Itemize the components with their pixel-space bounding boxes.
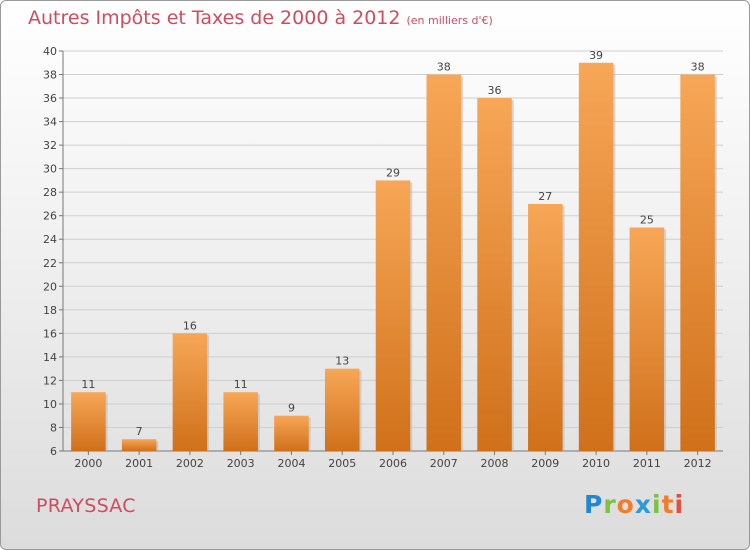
bar-value-label: 38 (691, 61, 705, 74)
x-tick-label: 2006 (379, 457, 407, 470)
y-tick-label: 14 (43, 351, 57, 364)
chart-unit: (en milliers d'€) (406, 14, 493, 27)
y-tick-label: 30 (43, 163, 57, 176)
y-tick-label: 18 (43, 304, 57, 317)
proxiti-logo: Proxiti (584, 490, 685, 519)
y-tick-label: 16 (43, 327, 57, 340)
bar-value-label: 27 (538, 190, 552, 203)
bar (274, 415, 309, 451)
y-tick-label: 24 (43, 233, 57, 246)
chart-title-text: Autres Impôts et Taxes de 2000 à 2012 (28, 7, 401, 29)
bar-value-label: 7 (136, 425, 143, 438)
y-tick-label: 38 (43, 69, 57, 82)
x-tick-label: 2005 (328, 457, 356, 470)
bar-value-label: 9 (288, 402, 295, 415)
x-tick-label: 2007 (430, 457, 458, 470)
y-tick-label: 32 (43, 139, 57, 152)
bar-value-label: 11 (81, 378, 95, 391)
x-tick-label: 2000 (74, 457, 102, 470)
bar-value-label: 11 (234, 378, 248, 391)
bar (71, 392, 106, 451)
place-name: PRAYSSAC (36, 495, 136, 517)
bar-value-label: 16 (183, 319, 197, 332)
y-tick-label: 36 (43, 92, 57, 105)
x-tick-label: 2012 (684, 457, 712, 470)
bar (324, 368, 360, 451)
bars (71, 62, 717, 452)
y-tick-label: 8 (50, 421, 57, 434)
y-tick-label: 34 (43, 116, 57, 129)
x-tick-label: 2001 (125, 457, 153, 470)
labels: 6 8 10 12 14 16 18 20 22 24 26 28 30 32 34 36 38 40 11 2000… (43, 45, 712, 470)
x-tick-label: 2004 (277, 457, 305, 470)
bar (426, 74, 462, 451)
bar (223, 392, 258, 451)
x-tick-label: 2010 (582, 457, 610, 470)
x-tick-label: 2008 (481, 457, 509, 470)
bar-value-label: 36 (488, 84, 502, 97)
x-tick-label: 2002 (176, 457, 204, 470)
x-tick-label: 2003 (227, 457, 255, 470)
bar (375, 180, 411, 452)
bar (477, 98, 512, 451)
y-tick-label: 10 (43, 398, 57, 411)
bar (528, 203, 563, 451)
bar (172, 333, 208, 451)
bar-value-label: 38 (437, 61, 451, 74)
bar-value-label: 25 (640, 213, 654, 226)
bar-value-label: 39 (589, 49, 603, 62)
bar-value-label: 29 (386, 166, 400, 179)
bar (680, 74, 715, 451)
y-tick-label: 12 (43, 374, 57, 387)
y-tick-label: 22 (43, 257, 57, 270)
y-tick-label: 28 (43, 186, 57, 199)
y-tick-label: 40 (43, 45, 57, 58)
bar (578, 62, 614, 451)
y-tick-label: 6 (50, 445, 57, 458)
chart-title: Autres Impôts et Taxes de 2000 à 2012 (en… (28, 7, 493, 29)
y-tick-label: 26 (43, 210, 57, 223)
bar-value-label: 13 (335, 355, 349, 368)
bar (121, 439, 157, 451)
y-tick-label: 20 (43, 280, 57, 293)
x-tick-label: 2009 (531, 457, 559, 470)
bar (629, 227, 665, 451)
x-tick-label: 2011 (633, 457, 661, 470)
